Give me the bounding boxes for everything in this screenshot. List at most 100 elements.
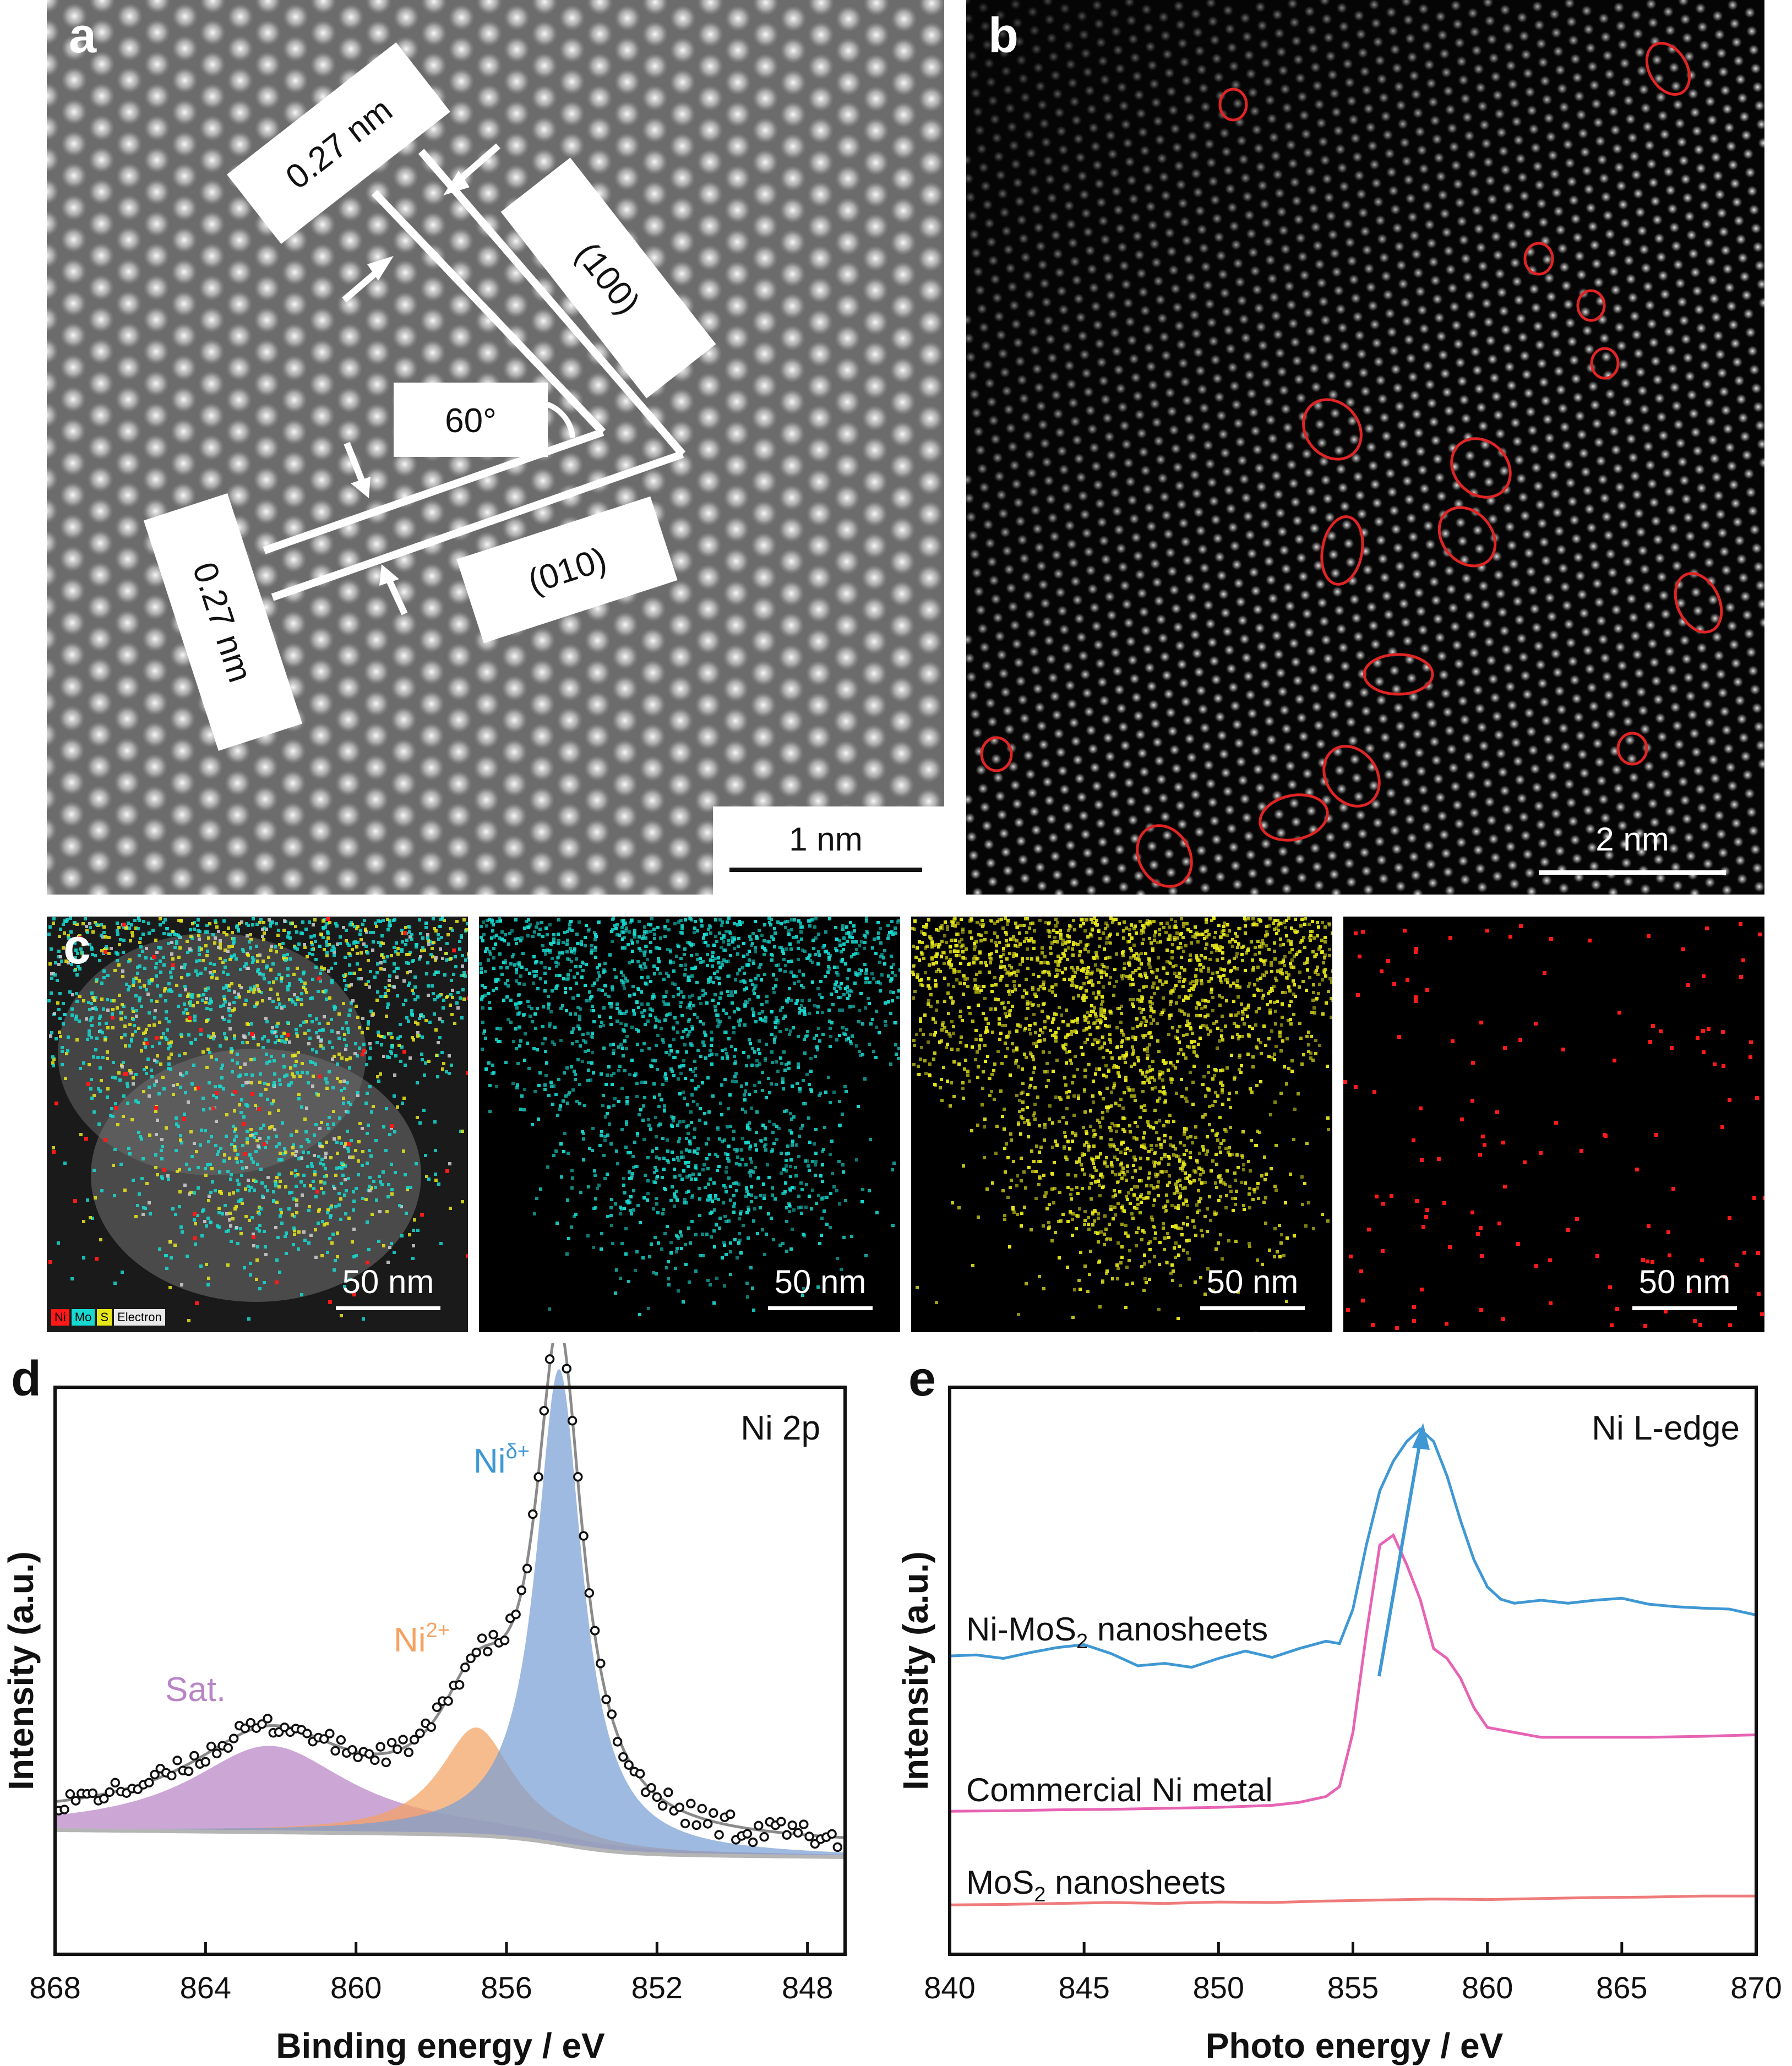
xps-data-point [240, 1723, 250, 1734]
xps-data-point [263, 1714, 273, 1724]
legend-mo: Mo [71, 1309, 95, 1326]
label-box-left-spacing: 0.27 nm [143, 493, 303, 751]
xps-data-point [646, 1783, 656, 1793]
xps-chart: 868 864 860 856 852 848 Ni 2p Binding energy … [1, 1343, 847, 2065]
panel-letter-a: a [69, 8, 97, 63]
xps-data-point [443, 1696, 453, 1706]
xps-data-point [88, 1788, 98, 1798]
xps-data-point [596, 1658, 606, 1669]
xps-data-point [172, 1756, 182, 1765]
single-atom-marker [1590, 347, 1620, 380]
xps-data-point [302, 1729, 312, 1738]
xps-data-point [212, 1748, 222, 1759]
xps-data-point [782, 1830, 792, 1840]
xps-data-point [516, 1585, 527, 1595]
xps-data-point [375, 1742, 385, 1752]
xps-data-point [415, 1728, 425, 1738]
xps-data-point [330, 1746, 340, 1756]
x-tick-label-e: 865 [1596, 1970, 1647, 2005]
xps-data-point [533, 1472, 543, 1482]
scale-bar-b: 2 nm [1539, 821, 1726, 875]
panel-letter-b: b [988, 8, 1018, 63]
xps-data-point [657, 1801, 668, 1811]
xps-data-point [257, 1719, 267, 1729]
xps-data-point [697, 1803, 707, 1814]
x-tick-label-e: 840 [924, 1970, 975, 2005]
single-atom-marker [1363, 653, 1434, 696]
xps-background-line [55, 1828, 845, 1859]
xps-data-point [799, 1819, 809, 1829]
label-box-100: (100) [500, 157, 716, 399]
xas-series-line [949, 1427, 1757, 1669]
panel-letter-e: e [908, 1351, 936, 1407]
x-axis-ticks-d: 868 864 860 856 852 848 [29, 1942, 833, 2005]
single-atom-marker [1674, 572, 1723, 634]
panel-e: 840 845 850 855 860 865 870 Ni L-edge Photo en… [897, 1343, 1792, 2066]
xps-data-point [663, 1787, 673, 1797]
xps-data-point [460, 1662, 470, 1672]
panel-c-mo-map: 50 nm [479, 917, 900, 1332]
xps-data-point [702, 1819, 713, 1829]
xps-data-point [804, 1831, 814, 1841]
xps-data-point [742, 1829, 753, 1839]
single-atom-marker [1259, 793, 1329, 842]
xps-data-point [584, 1588, 595, 1598]
single-atom-marker [1136, 824, 1193, 888]
edx-overlay-map [47, 917, 468, 1322]
xps-data-points [54, 1354, 843, 1852]
xps-data-point [336, 1735, 346, 1745]
xps-data-point [105, 1787, 115, 1797]
xps-data-point [353, 1752, 363, 1763]
x-tick-label-e: 860 [1462, 1970, 1513, 2005]
x-tick-label-d: 852 [631, 1970, 683, 2005]
single-atom-marker [1302, 398, 1363, 461]
xps-data-point [787, 1820, 798, 1830]
xps-data-point [200, 1757, 211, 1767]
scale-bar-c1-label: 50 nm [342, 1263, 434, 1300]
label-nid: Niδ+ [473, 1440, 530, 1480]
panel-letter-d: d [11, 1351, 41, 1407]
xps-data-point [466, 1653, 476, 1664]
xps-data-point [499, 1636, 510, 1645]
x-tick-label-d: 848 [782, 1970, 833, 2005]
xas-title: Ni L-edge [1592, 1409, 1740, 1447]
single-atom-marker [1437, 506, 1497, 568]
single-atom-marker [1645, 41, 1691, 96]
xps-data-point [454, 1680, 465, 1690]
edx-mo-map [479, 917, 900, 1316]
label-box-010: (010) [456, 496, 678, 644]
edx-s-map [911, 917, 1332, 1332]
xps-data-point [686, 1798, 696, 1809]
edx-ni-map [1343, 922, 1764, 1330]
xps-data-point [579, 1531, 589, 1541]
xas-series-lines [949, 1427, 1757, 1906]
xps-data-point [748, 1837, 758, 1847]
xps-data-point [624, 1760, 634, 1770]
xps-data-point [573, 1472, 583, 1482]
haadf-lattice [966, 0, 1764, 895]
xps-data-point [590, 1626, 600, 1636]
single-atom-marker [1450, 437, 1512, 499]
xps-data-point [398, 1735, 408, 1745]
xps-data-point [426, 1722, 437, 1732]
scale-bar-c2: 50 nm [768, 1263, 873, 1310]
shift-arrow [1377, 1423, 1430, 1677]
xps-data-point [381, 1757, 391, 1768]
single-atom-marker [1322, 745, 1381, 808]
xps-data-point [709, 1808, 718, 1818]
xps-data-point [759, 1832, 769, 1842]
panel-c-ni-map: 50 nm [1343, 917, 1764, 1332]
xps-data-point [183, 1766, 194, 1776]
xps-data-point [325, 1729, 335, 1738]
single-atom-marker [1523, 242, 1554, 276]
single-atom-marker [980, 736, 1013, 772]
xps-data-point [99, 1794, 109, 1804]
x-tick-label-e: 850 [1193, 1970, 1244, 2005]
panel-b: 2 nm b [966, 0, 1764, 895]
plot-frame-d [53, 1386, 847, 1956]
xps-title: Ni 2p [740, 1409, 820, 1447]
x-tick-label-d: 864 [180, 1970, 231, 2005]
xps-data-point [488, 1629, 498, 1640]
scale-bar-c4-label: 50 nm [1638, 1263, 1731, 1300]
xps-data-point [59, 1805, 69, 1814]
